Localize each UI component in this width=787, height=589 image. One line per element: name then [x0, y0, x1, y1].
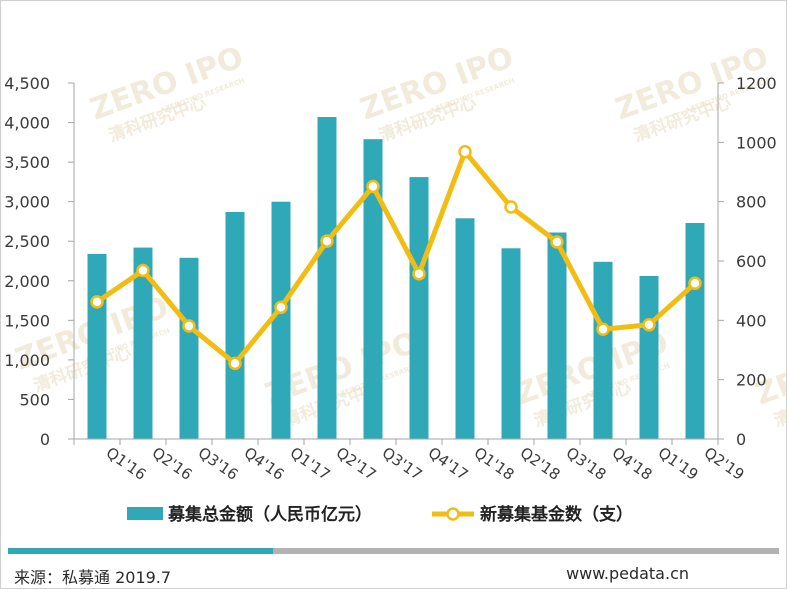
line-point-Q1'19 [642, 318, 656, 332]
bar-Q2'17 [317, 117, 337, 439]
bar-Q2'19 [685, 223, 705, 439]
line-point-Q3'16 [182, 319, 196, 333]
bar-Q4'18 [593, 261, 613, 439]
y-left-tick-label: 500 [19, 390, 50, 409]
y-left-tick-label: 3,000 [4, 193, 50, 212]
bar-Q4'16 [225, 212, 245, 439]
line-point-Q4'16 [228, 356, 242, 371]
line-path [95, 149, 697, 366]
footer-bar-gray [273, 548, 779, 554]
line-point-Q2'16 [136, 263, 150, 278]
x-tick-label: Q1'16 [103, 444, 150, 484]
legend-line-label: 新募集基金数（支） [480, 504, 633, 525]
x-tick-label: Q4'18 [609, 444, 656, 484]
legend-bar-label: 募集总金额（人民币亿元） [167, 504, 372, 525]
x-tick-label: Q2'19 [701, 444, 748, 484]
y-left-tick-label: 2,500 [4, 232, 50, 251]
bar-Q1'18 [455, 218, 475, 439]
bar-Q1'16 [87, 253, 107, 439]
x-tick-label: Q2'18 [517, 444, 564, 484]
y-right-tick-label: 800 [736, 193, 767, 212]
line-point-Q1'17 [274, 300, 288, 315]
y-right-tick-label: 200 [736, 371, 767, 390]
legend-line-marker [446, 507, 460, 521]
line-point-Q1'16 [90, 295, 104, 309]
legend-bar-swatch [127, 507, 163, 520]
line-point-Q3'18 [550, 235, 564, 249]
x-tick-label: Q3'16 [195, 444, 242, 484]
y-left-tick-label: 3,500 [4, 153, 50, 172]
bar-Q1'17 [271, 201, 291, 439]
bar-Q3'17 [363, 139, 383, 439]
bar-Q2'18 [501, 248, 521, 439]
y-left-tick-label: 1,500 [4, 311, 50, 330]
source-label: 来源：私募通 2019.7 [14, 568, 172, 587]
y-right-tick-label: 400 [736, 311, 767, 330]
bar-Q1'19 [639, 276, 659, 439]
line-point-Q2'17 [320, 234, 334, 248]
y-left-tick-label: 4,500 [4, 74, 50, 93]
bar-Q3'18 [547, 232, 567, 439]
y-right-tick-label: 600 [736, 252, 767, 271]
x-tick-labels: Q1'16 Q2'16 Q3'16 Q4'16 Q1'17 Q2'17 Q3'17 Q4'17… [103, 444, 748, 484]
y-left-tick-label: 4,000 [4, 114, 50, 133]
bar-Q2'16 [133, 247, 153, 439]
line-point-Q4'17 [412, 267, 426, 281]
x-tick-label: Q1'17 [287, 444, 334, 484]
bar-Q4'17 [409, 177, 429, 439]
y-left-tick-label: 1,000 [4, 351, 50, 370]
svg-text:ZERO IPO: ZERO IPO [751, 325, 787, 413]
x-tick-label: Q2'17 [333, 444, 380, 484]
legend: 募集总金额（人民币亿元） 新募集基金数（支） [127, 504, 633, 525]
footer-divider [8, 548, 779, 554]
y-left-tick-label: 2,000 [4, 272, 50, 291]
line-point-Q1'18 [458, 145, 472, 159]
x-tick-label: Q3'17 [379, 444, 426, 484]
y-right-tick-label: 0 [736, 430, 746, 449]
x-tick-label: Q2'16 [149, 444, 196, 484]
x-tick-label: Q3'18 [563, 444, 610, 484]
x-tick-label: Q1'19 [655, 444, 702, 484]
y-left-tick-label: 0 [40, 430, 50, 449]
line-point-Q4'18 [596, 322, 610, 336]
footer: 来源：私募通 2019.7 www.pedata.cn [0, 558, 787, 589]
y-right-tick-label: 1200 [736, 74, 777, 93]
x-tick-label: Q4'16 [241, 444, 288, 484]
line-point-Q2'19 [688, 276, 702, 291]
y-right-tick-label: 1000 [736, 133, 777, 152]
bar-Q3'16 [179, 257, 199, 439]
line-point-Q2'18 [504, 200, 518, 214]
x-tick-label: Q4'17 [425, 444, 472, 484]
website-label: www.pedata.cn [566, 564, 689, 583]
bar-series [87, 117, 705, 439]
x-tick-label: Q1'18 [471, 444, 518, 484]
footer-bar-accent [8, 548, 273, 554]
line-series [90, 145, 702, 371]
line-point-Q3'17 [366, 179, 380, 194]
axes: 0 500 1,000 1,500 2,000 2,500 3,000 3,500 4,000 4… [4, 74, 777, 449]
